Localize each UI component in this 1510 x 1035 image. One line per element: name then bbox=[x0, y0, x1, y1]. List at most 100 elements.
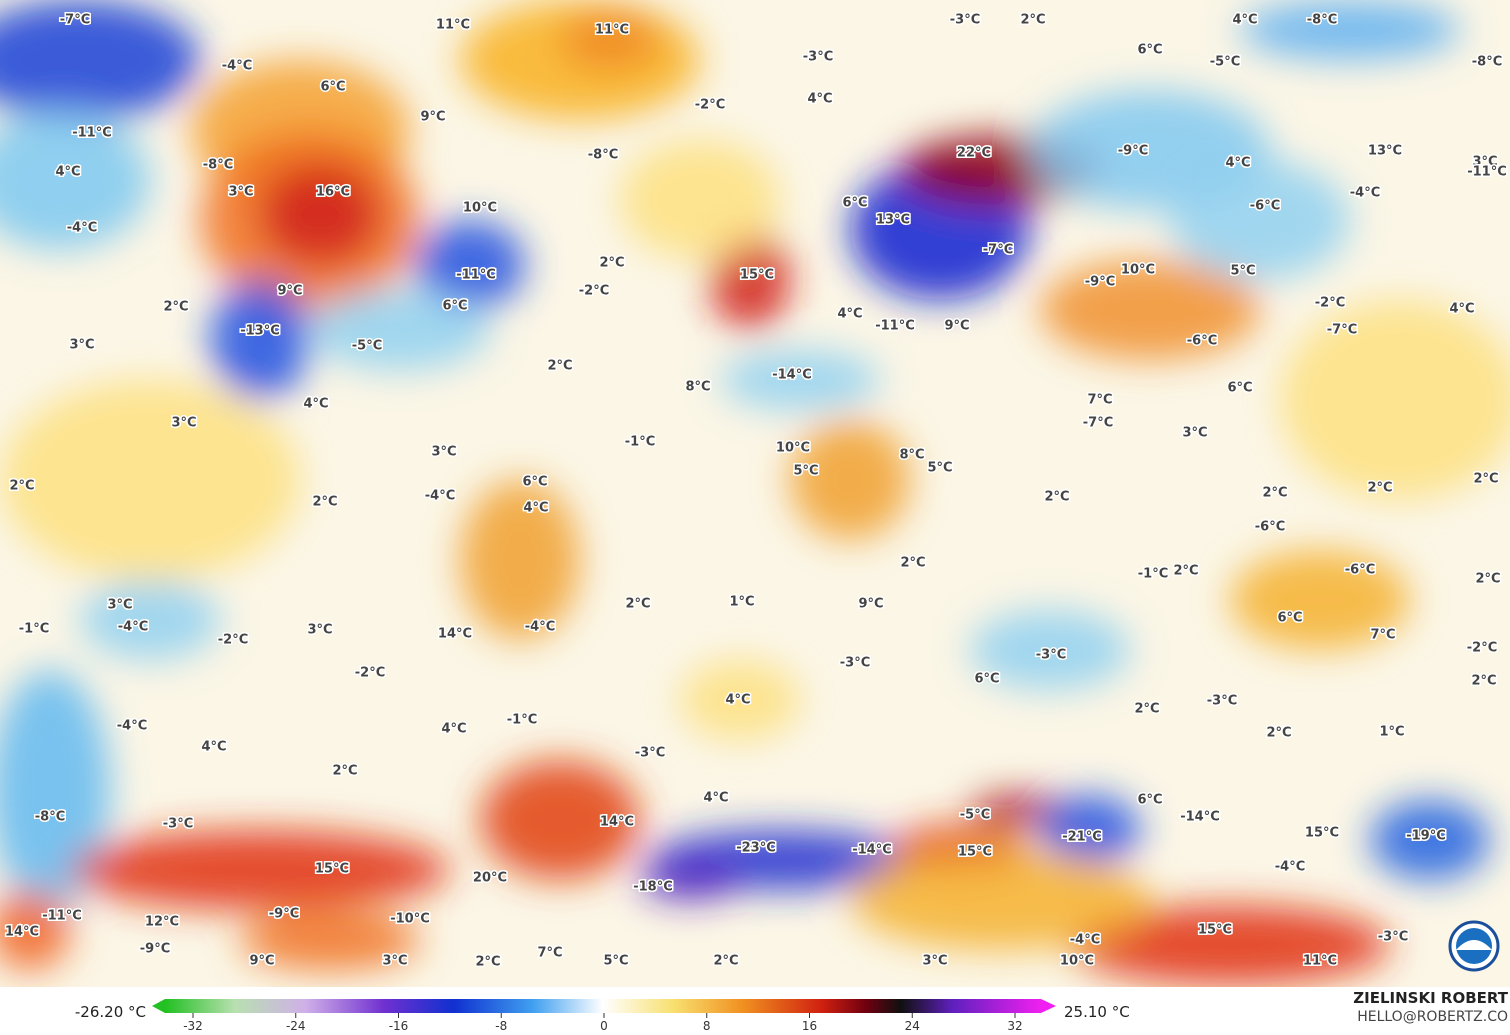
anomaly-label: 14°C bbox=[600, 815, 634, 830]
anomaly-label: 14°C bbox=[5, 925, 39, 940]
colorbar-tick-label: -8 bbox=[495, 1019, 507, 1033]
anomaly-blob bbox=[0, 110, 150, 250]
anomaly-label: 10°C bbox=[776, 441, 810, 456]
anomaly-label: -2°C bbox=[1467, 641, 1497, 656]
anomaly-blob bbox=[1280, 300, 1510, 500]
anomaly-label: -3°C bbox=[1036, 648, 1066, 663]
colorbar-tick-label: -32 bbox=[183, 1019, 203, 1033]
anomaly-label: -8°C bbox=[1307, 13, 1337, 28]
anomaly-label: 15°C bbox=[1198, 923, 1232, 938]
anomaly-label: 20°C bbox=[473, 871, 507, 886]
anomaly-label: -9°C bbox=[269, 907, 299, 922]
anomaly-label: -4°C bbox=[67, 221, 97, 236]
anomaly-label: 4°C bbox=[1225, 156, 1250, 171]
anomaly-blob bbox=[70, 830, 450, 910]
anomaly-label: 2°C bbox=[1134, 702, 1159, 717]
anomaly-label: -3°C bbox=[635, 746, 665, 761]
anomaly-label: 16°C bbox=[316, 185, 350, 200]
anomaly-label: -10°C bbox=[390, 912, 430, 927]
anomaly-label: 4°C bbox=[703, 791, 728, 806]
colorbar-high-end bbox=[1041, 999, 1056, 1013]
anomaly-label: 10°C bbox=[1060, 954, 1094, 969]
anomaly-label: 2°C bbox=[1367, 481, 1392, 496]
anomaly-label: -8°C bbox=[35, 810, 65, 825]
anomaly-label: -2°C bbox=[218, 633, 248, 648]
anomaly-label: -19°C bbox=[1406, 829, 1446, 844]
anomaly-blob bbox=[1370, 800, 1490, 880]
anomaly-label: -7°C bbox=[983, 243, 1013, 258]
anomaly-label: 2°C bbox=[1471, 674, 1496, 689]
anomaly-label: 4°C bbox=[1449, 302, 1474, 317]
anomaly-label: 6°C bbox=[1277, 611, 1302, 626]
credit-email: HELLO@ROBERTZ.CO bbox=[1357, 1009, 1508, 1025]
anomaly-label: 2°C bbox=[163, 300, 188, 315]
anomaly-blob bbox=[0, 670, 110, 910]
anomaly-label: 4°C bbox=[201, 740, 226, 755]
credit-name: ZIELINSKI ROBERT bbox=[1353, 989, 1508, 1007]
anomaly-label: 11°C bbox=[595, 23, 629, 38]
anomaly-label: -14°C bbox=[772, 368, 812, 383]
anomaly-blob bbox=[850, 850, 1150, 950]
anomaly-label: 6°C bbox=[442, 299, 467, 314]
anomaly-label: 2°C bbox=[713, 954, 738, 969]
anomaly-label: 6°C bbox=[1137, 793, 1162, 808]
colorbar-max-label: 25.10 °C bbox=[1064, 1003, 1130, 1021]
anomaly-label: 4°C bbox=[837, 307, 862, 322]
anomaly-label: 6°C bbox=[522, 475, 547, 490]
anomaly-label: 2°C bbox=[1020, 13, 1045, 28]
colorbar-low-end bbox=[152, 999, 165, 1013]
anomaly-label: -7°C bbox=[60, 13, 90, 28]
anomaly-blob bbox=[1170, 160, 1350, 280]
anomaly-label: -1°C bbox=[507, 713, 537, 728]
anomaly-label: -3°C bbox=[1207, 694, 1237, 709]
colorbar-tick-label: 8 bbox=[703, 1019, 711, 1033]
anomaly-label: -6°C bbox=[1250, 199, 1280, 214]
anomaly-label: 6°C bbox=[974, 672, 999, 687]
anomaly-label: 5°C bbox=[1230, 264, 1255, 279]
anomaly-label: 3°C bbox=[171, 416, 196, 431]
anomaly-label: 3°C bbox=[1182, 426, 1207, 441]
noaa-logo bbox=[1448, 920, 1500, 972]
map-labels: -7°C 11°C 11°C -3°C 2°C 4°C -8°C -4°C 6°C -3°C 6°C… bbox=[3, 11, 1508, 971]
anomaly-label: -1°C bbox=[625, 435, 655, 450]
anomaly-label: 5°C bbox=[927, 461, 952, 476]
anomaly-blob bbox=[460, 480, 580, 640]
anomaly-label: 12°C bbox=[145, 915, 179, 930]
anomaly-blob bbox=[210, 280, 310, 400]
colorbar-tick-label: 32 bbox=[1007, 1019, 1022, 1033]
anomaly-label: 2°C bbox=[1262, 486, 1287, 501]
anomaly-label: -6°C bbox=[1255, 520, 1285, 535]
anomaly-label: -3°C bbox=[163, 817, 193, 832]
anomaly-label: 10°C bbox=[463, 201, 497, 216]
anomaly-label: 15°C bbox=[740, 268, 774, 283]
anomaly-label: -11°C bbox=[72, 126, 112, 141]
anomaly-label: -18°C bbox=[633, 880, 673, 895]
anomaly-label: -4°C bbox=[117, 719, 147, 734]
anomaly-label: 3°C bbox=[107, 598, 132, 613]
anomaly-label: 13°C bbox=[876, 213, 910, 228]
anomaly-label: -7°C bbox=[1083, 416, 1113, 431]
anomaly-blob bbox=[1240, 0, 1460, 60]
anomaly-label: 2°C bbox=[1266, 726, 1291, 741]
anomaly-blob bbox=[620, 140, 780, 260]
anomaly-blob bbox=[240, 910, 420, 970]
anomaly-blob bbox=[560, 10, 660, 70]
anomaly-blob bbox=[480, 760, 640, 880]
anomaly-label: -9°C bbox=[1085, 275, 1115, 290]
anomaly-label: -8°C bbox=[1472, 55, 1502, 70]
anomaly-label: 2°C bbox=[1473, 472, 1498, 487]
anomaly-blob bbox=[0, 0, 200, 120]
anomaly-label: 9°C bbox=[420, 110, 445, 125]
anomaly-blob bbox=[415, 220, 525, 310]
anomaly-label: -14°C bbox=[1180, 810, 1220, 825]
colorbar-tick-label: 24 bbox=[905, 1019, 920, 1033]
anomaly-label: -3°C bbox=[1378, 930, 1408, 945]
anomaly-label: -1°C bbox=[1138, 567, 1168, 582]
anomaly-label: 9°C bbox=[277, 284, 302, 299]
anomaly-label: 3°C bbox=[431, 445, 456, 460]
anomaly-label: 3°C bbox=[382, 954, 407, 969]
anomaly-label: 6°C bbox=[1227, 381, 1252, 396]
anomaly-blob bbox=[1040, 795, 1140, 865]
anomaly-label: 2°C bbox=[312, 495, 337, 510]
